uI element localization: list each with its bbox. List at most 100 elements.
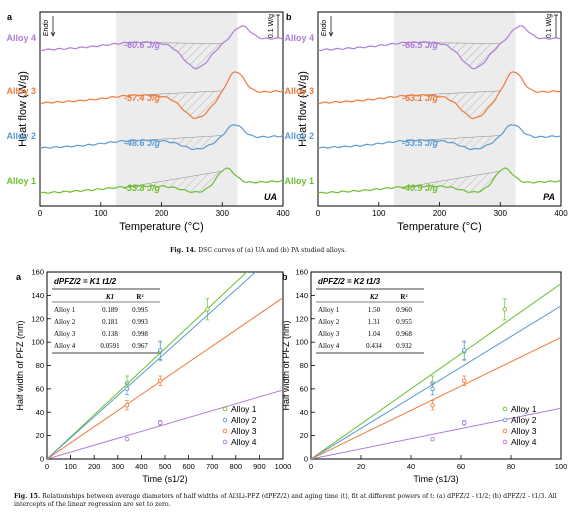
dsc-panel-a: 0 100 200 300 400 Temperature (°C) a UA Heat flo… xyxy=(6,11,290,233)
dsc-x-tick-label: 200 xyxy=(433,209,447,218)
table-header-r2: R² xyxy=(136,293,143,301)
table-cell-k: 1.50 xyxy=(368,306,381,314)
data-point xyxy=(124,386,130,392)
pfz-x-tick-label: 1000 xyxy=(275,462,292,471)
endo-arrow-icon xyxy=(328,16,334,37)
pfz-y-tick-label: 60 xyxy=(36,384,44,393)
dsc-panel-b: 0 100 200 300 400 Temperature (°C) b PA Heat flo… xyxy=(284,11,568,233)
pfz-x-tick-label: 800 xyxy=(230,462,243,471)
pfz-y-tick-label: 140 xyxy=(31,291,44,300)
table-cell-k: 0.138 xyxy=(102,330,118,338)
legend-label: Alloy 4 xyxy=(231,437,257,447)
legend-marker xyxy=(502,428,508,434)
data-point xyxy=(430,402,435,408)
legend-marker xyxy=(222,406,228,412)
legend-marker xyxy=(502,406,508,412)
legend-label: Alloy 1 xyxy=(511,404,537,414)
fig15-caption-label: Fig. 15. xyxy=(14,493,41,500)
legend-label: Alloy 2 xyxy=(231,415,257,425)
table-cell-alloy: Alloy 3 xyxy=(318,330,340,338)
dsc-curve-alloy-2 xyxy=(39,124,284,151)
alloy-label: Alloy 4 xyxy=(284,33,314,43)
pfz-y-tick-label: 120 xyxy=(31,314,44,323)
fit-line xyxy=(311,337,561,459)
table-cell-k: 0.0591 xyxy=(100,342,120,350)
legend-label: Alloy 3 xyxy=(511,426,537,436)
dsc-x-axis-label: Temperature (°C) xyxy=(397,221,481,233)
fit-line xyxy=(47,272,257,459)
dsc-x-tick-label: 100 xyxy=(372,209,386,218)
pfz-x-tick-label: 40 xyxy=(407,462,415,471)
dsc-x-tick-label: 400 xyxy=(276,209,290,218)
enthalpy-label: -48.6 J/g xyxy=(124,138,161,148)
alloy-label: Alloy 4 xyxy=(6,33,36,43)
fit-line xyxy=(47,389,283,459)
pfz-y-tick-label: 0 xyxy=(304,455,308,464)
pfz-x-tick-label: 600 xyxy=(182,462,195,471)
pfz-y-tick-label: 100 xyxy=(31,338,44,347)
table-cell-k: 0.181 xyxy=(102,318,118,326)
data-point xyxy=(205,307,210,312)
pfz-y-tick-label: 20 xyxy=(36,431,44,440)
data-point xyxy=(462,378,467,383)
enthalpy-label: -40.9 J/g xyxy=(402,183,439,193)
alloy-label: Alloy 1 xyxy=(6,176,36,186)
dsc-x-tick-label: 100 xyxy=(94,209,108,218)
fit-line xyxy=(311,283,561,459)
data-point xyxy=(462,348,467,353)
pfz-x-tick-label: 0 xyxy=(45,462,49,471)
panel-letter: b xyxy=(282,272,288,282)
pfz-x-tick-label: 500 xyxy=(159,462,172,471)
table-cell-r2: 0.967 xyxy=(132,342,148,350)
dsc-x-tick-label: 0 xyxy=(38,209,43,218)
pfz-x-axis-label: Time (s1/3) xyxy=(413,474,458,484)
table-cell-alloy: Alloy 1 xyxy=(318,306,340,314)
alloy-label: Alloy 2 xyxy=(6,131,36,141)
fit-equation-title: dPFZ/2 = K2 t1/3 xyxy=(318,277,381,286)
data-point xyxy=(158,420,163,426)
condition-label: UA xyxy=(264,192,277,202)
alloy-label: Alloy 3 xyxy=(284,86,314,96)
data-point xyxy=(158,378,163,383)
condition-label: PA xyxy=(543,192,555,202)
data-point xyxy=(462,420,467,426)
pfz-x-tick-label: 60 xyxy=(457,462,465,471)
fig14-caption-label: Fig. 14. xyxy=(170,247,197,254)
table-cell-alloy: Alloy 2 xyxy=(54,318,76,326)
data-point xyxy=(124,402,130,408)
dsc-curve-alloy-4 xyxy=(317,25,561,70)
pfz-y-axis-label: Half width of PFZ (nm) xyxy=(281,320,291,410)
legend-marker xyxy=(222,428,228,434)
legend-label: Alloy 1 xyxy=(231,404,257,414)
data-point xyxy=(430,386,435,392)
dsc-x-tick-label: 200 xyxy=(155,209,169,218)
panel-letter: a xyxy=(16,272,22,282)
pfz-y-tick-label: 60 xyxy=(300,384,308,393)
endo-arrow-icon xyxy=(50,16,56,37)
pfz-x-axis-label: Time (s1/2) xyxy=(142,474,187,484)
pfz-y-tick-label: 80 xyxy=(300,361,308,370)
fig14-caption-text: DSC curves of (a) UA and (b) PA studied … xyxy=(198,247,347,254)
table-cell-k: 1.04 xyxy=(368,330,381,338)
panel-letter: b xyxy=(286,12,292,22)
enthalpy-label: -57.4 J/g xyxy=(124,93,161,103)
pfz-panel-b: 0 20 40 60 80 100 0 20 40 60 80 100 120 140 160 Time (s… xyxy=(281,268,567,485)
dsc-x-tick-label: 0 xyxy=(316,209,321,218)
enthalpy-label: -60.6 J/g xyxy=(124,40,161,50)
table-cell-alloy: Alloy 3 xyxy=(54,330,76,338)
pfz-y-tick-label: 20 xyxy=(300,431,308,440)
enthalpy-label: -63.1 J/g xyxy=(402,93,439,103)
dsc-y-axis-label: Heat flow (W/g) xyxy=(17,71,29,147)
pfz-y-tick-label: 100 xyxy=(295,338,308,347)
pfz-y-tick-label: 160 xyxy=(295,268,308,277)
pfz-x-tick-label: 100 xyxy=(555,462,568,471)
data-point xyxy=(430,436,435,442)
pfz-x-tick-label: 80 xyxy=(507,462,515,471)
table-header-r2: R² xyxy=(400,293,407,301)
enthalpy-label: -53.5 J/g xyxy=(402,138,439,148)
legend-marker xyxy=(222,417,228,423)
table-header-k: K1 xyxy=(105,293,114,301)
pfz-x-tick-label: 200 xyxy=(88,462,101,471)
table-cell-alloy: Alloy 1 xyxy=(54,306,76,314)
